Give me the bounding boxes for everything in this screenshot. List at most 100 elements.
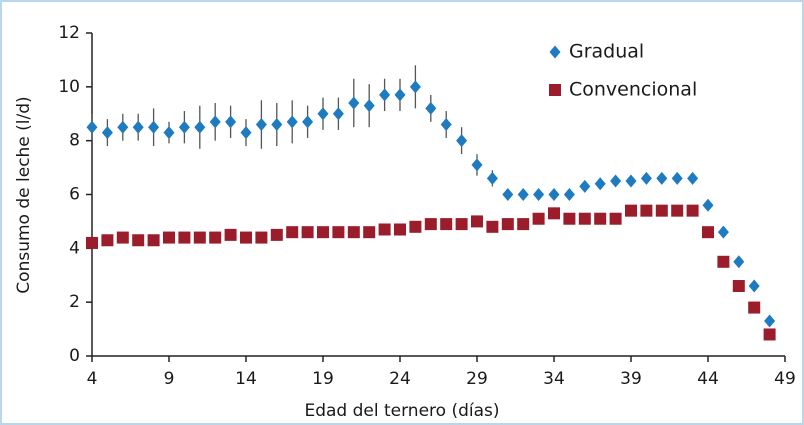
- square-point: [455, 218, 468, 231]
- y-tick-label: 2: [69, 292, 80, 312]
- square-point: [501, 218, 514, 231]
- square-point: [409, 220, 422, 233]
- square-point: [270, 228, 283, 241]
- square-point: [301, 226, 314, 239]
- diamond-point: [671, 171, 683, 185]
- diamond-point: [502, 188, 514, 201]
- square-point: [209, 231, 222, 244]
- square-point: [86, 236, 98, 249]
- diamond-point: [579, 179, 591, 193]
- diamond-point: [86, 120, 98, 134]
- square-point: [594, 212, 607, 225]
- diamond-point: [748, 279, 760, 293]
- diamond-point: [733, 255, 745, 269]
- square-point: [517, 218, 530, 231]
- x-tick-label: 29: [466, 369, 488, 389]
- diamond-point: [394, 88, 406, 102]
- y-tick-label: 8: [69, 131, 80, 151]
- diamond-point: [533, 188, 545, 201]
- diamond-point: [255, 118, 267, 132]
- square-point: [332, 226, 345, 239]
- square-point: [440, 218, 453, 231]
- diamond-point: [348, 96, 360, 110]
- diamond-point: [471, 158, 483, 172]
- square-point: [655, 204, 668, 217]
- square-point: [255, 231, 268, 244]
- square-point: [609, 212, 622, 225]
- diamond-point: [117, 120, 129, 134]
- x-tick-label: 14: [235, 369, 257, 389]
- diamond-point: [148, 120, 160, 134]
- square-point: [317, 226, 329, 239]
- diamond-point: [425, 101, 437, 115]
- square-point: [563, 212, 576, 225]
- square-point: [549, 84, 561, 96]
- diamond-point: [548, 188, 560, 201]
- square-point: [240, 231, 252, 244]
- square-point: [347, 226, 360, 239]
- diamond-point: [640, 171, 652, 185]
- diamond-point: [178, 120, 190, 134]
- y-tick-label: 0: [69, 346, 80, 366]
- square-point: [471, 215, 483, 228]
- diamond-point: [517, 188, 529, 201]
- square-point: [671, 204, 684, 217]
- square-point: [116, 231, 129, 244]
- x-tick-label: 9: [164, 369, 175, 389]
- diamond-point: [302, 115, 314, 129]
- diamond-point: [363, 99, 375, 113]
- diamond-point: [594, 177, 606, 191]
- x-tick-label: 24: [389, 369, 411, 389]
- diamond-point: [687, 171, 699, 185]
- square-point: [625, 204, 637, 217]
- square-point: [640, 204, 653, 217]
- square-point: [548, 207, 560, 220]
- square-point: [424, 218, 437, 231]
- diamond-point: [194, 120, 206, 134]
- x-tick-label: 44: [697, 369, 719, 389]
- diamond-point: [101, 126, 113, 140]
- diamond-point: [409, 80, 421, 94]
- x-tick-label: 49: [774, 369, 796, 389]
- square-point: [178, 231, 191, 244]
- square-point: [702, 226, 714, 239]
- square-point: [394, 223, 406, 236]
- diamond-point: [332, 107, 344, 121]
- diamond-point: [717, 225, 729, 239]
- y-axis-label: Consumo de leche (l/d): [14, 96, 34, 293]
- square-point: [378, 223, 391, 236]
- x-axis-label: Edad del ternero (días): [304, 401, 499, 421]
- diamond-point: [271, 118, 283, 132]
- legend-label: Gradual: [569, 41, 644, 63]
- diamond-point: [456, 134, 468, 148]
- diamond-point: [764, 314, 776, 328]
- x-tick-label: 19: [312, 369, 334, 389]
- diamond-point: [702, 198, 714, 212]
- x-tick-label: 39: [620, 369, 642, 389]
- square-point: [193, 231, 206, 244]
- square-point: [763, 328, 776, 341]
- diamond-point: [610, 174, 622, 188]
- x-tick-label: 34: [543, 369, 565, 389]
- diamond-point: [225, 115, 237, 129]
- diamond-point: [132, 120, 144, 134]
- diamond-point: [209, 115, 221, 129]
- diamond-point: [625, 174, 637, 188]
- diamond-point: [440, 118, 452, 132]
- diamond-point: [317, 107, 329, 121]
- y-tick-label: 12: [58, 23, 80, 43]
- diamond-point: [486, 171, 498, 185]
- square-point: [101, 234, 114, 247]
- square-point: [132, 234, 145, 247]
- diamond-point: [656, 171, 668, 185]
- diamond-point: [563, 188, 575, 201]
- x-tick-label: 4: [87, 369, 98, 389]
- diamond-point: [549, 45, 561, 59]
- square-point: [363, 226, 376, 239]
- y-tick-label: 6: [69, 185, 80, 205]
- square-point: [686, 204, 699, 217]
- y-tick-label: 4: [69, 238, 80, 258]
- square-point: [748, 301, 761, 314]
